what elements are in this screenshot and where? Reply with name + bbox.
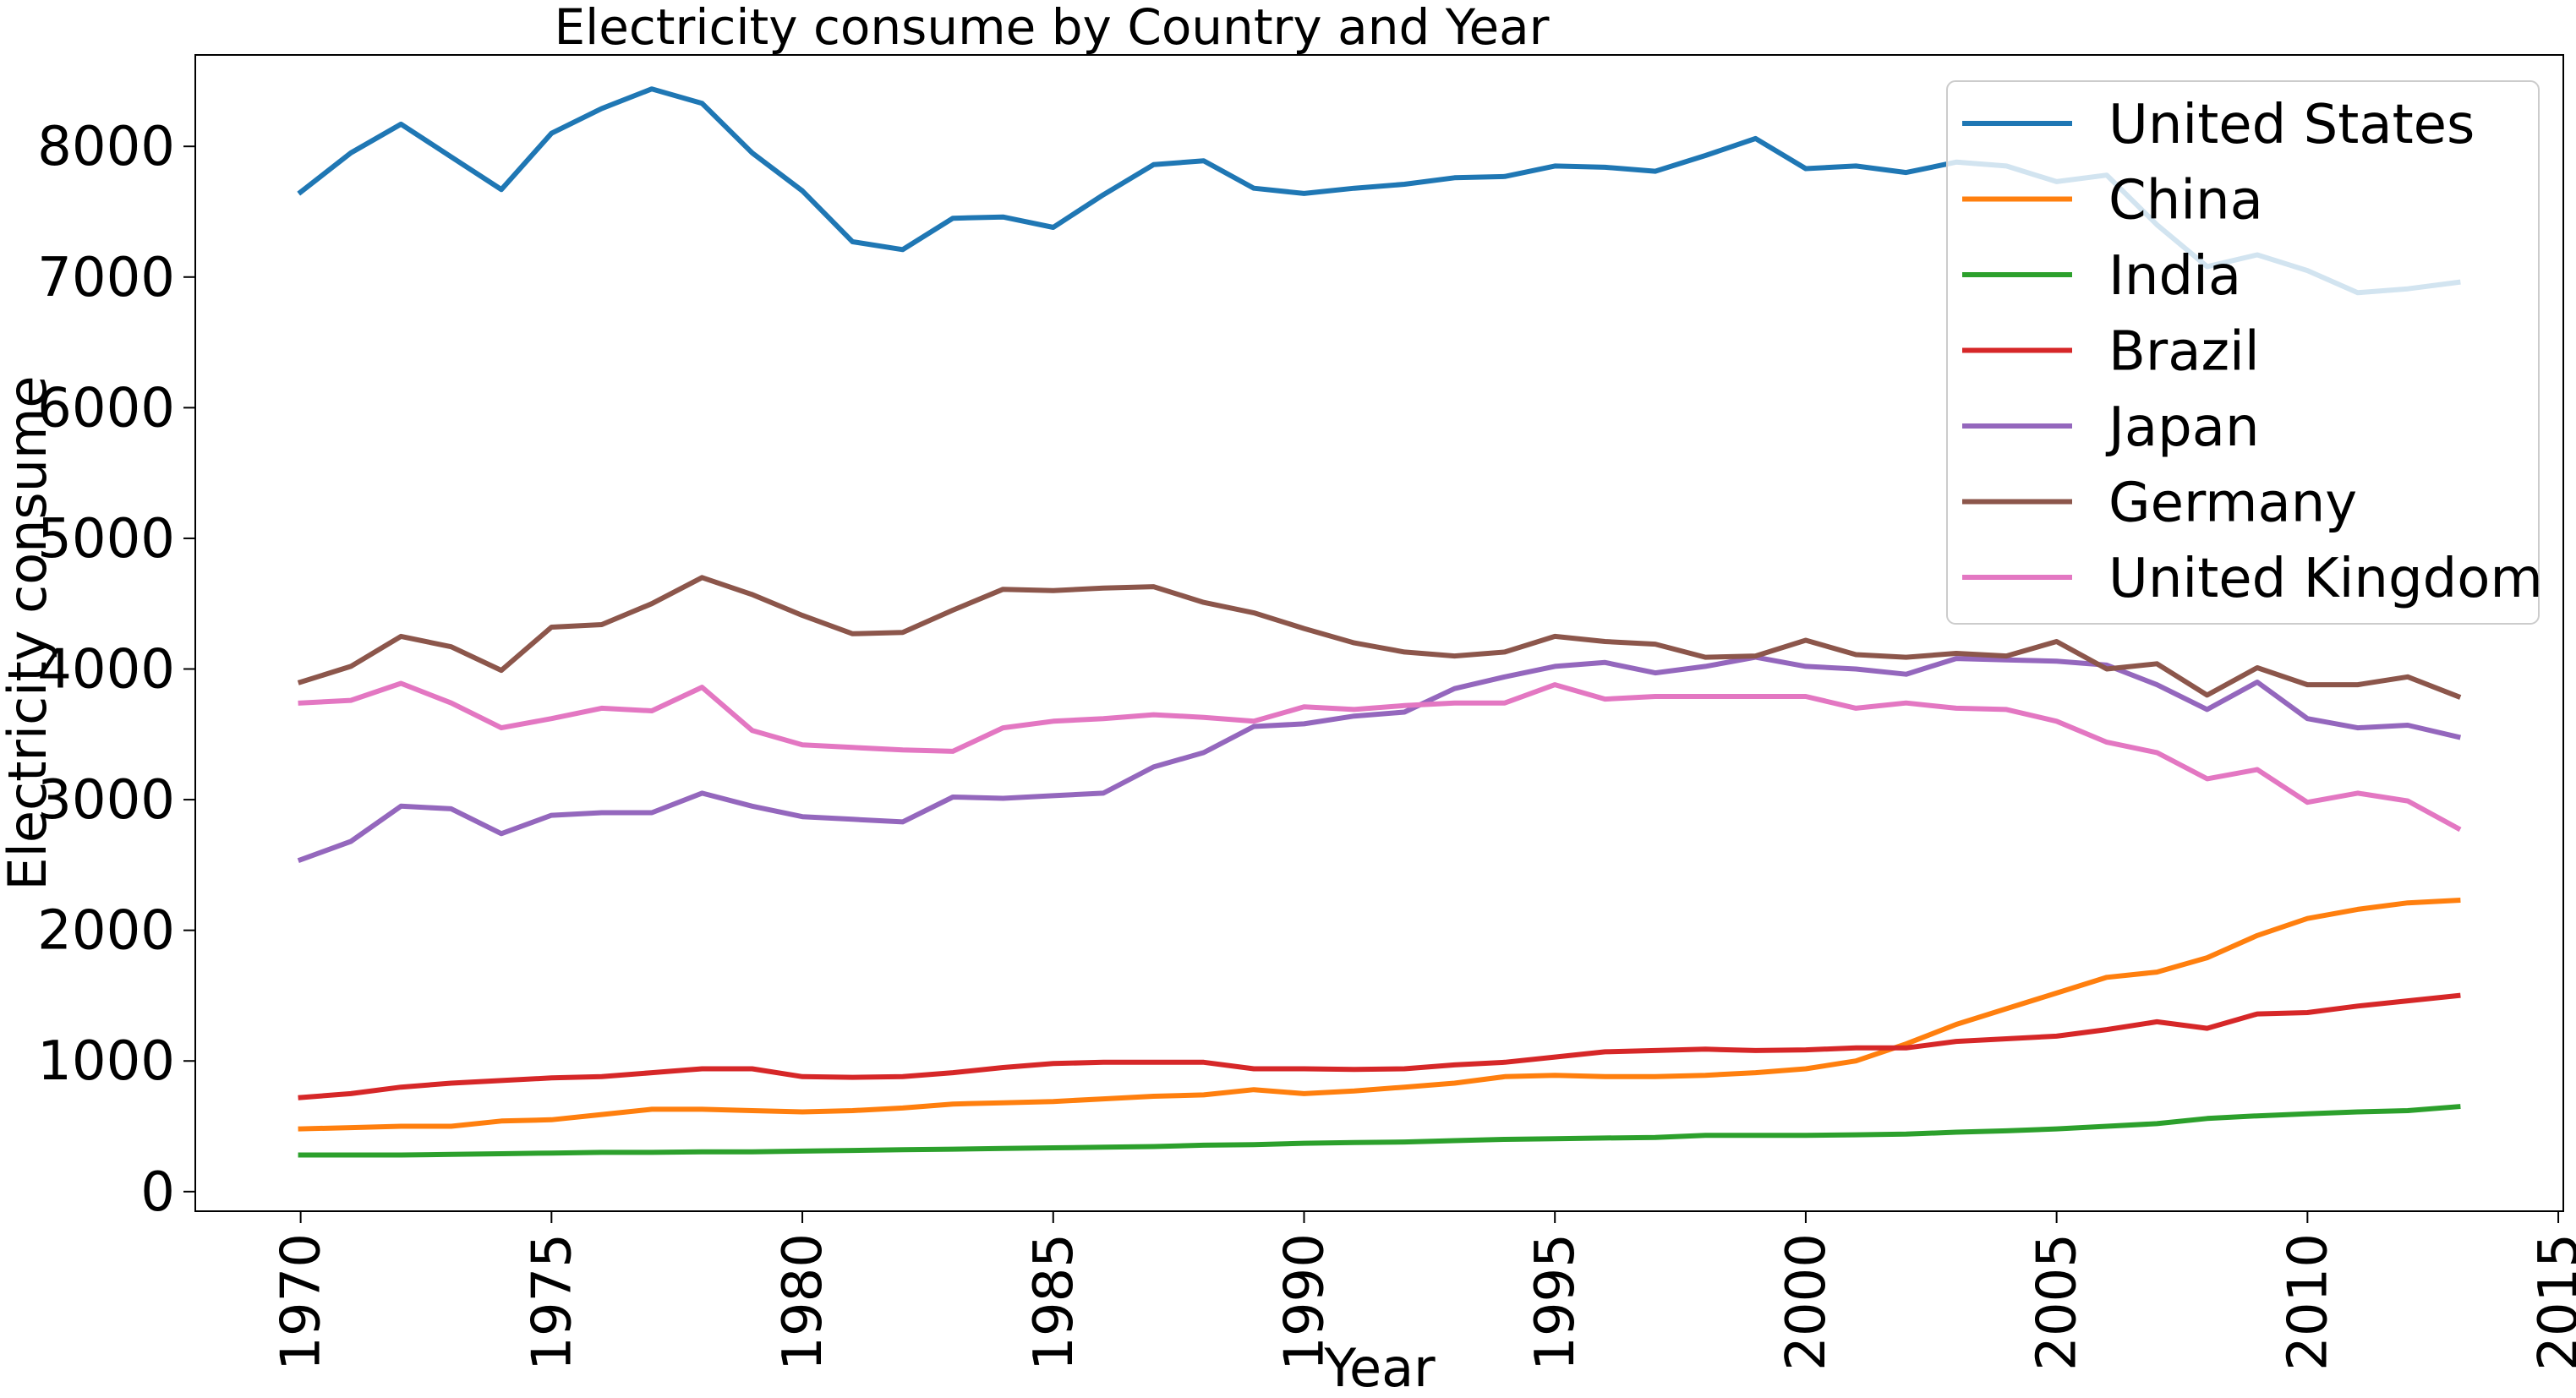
y-tick-label: 6000 xyxy=(37,377,175,440)
legend-label: Brazil xyxy=(2108,321,2260,384)
chart-title: Electricity consume by Country and Year xyxy=(554,0,1549,56)
y-axis-label: Electricity consume xyxy=(0,375,58,890)
legend-label: United States xyxy=(2108,94,2475,156)
series-line-japan xyxy=(297,654,2462,864)
y-tick-label: 7000 xyxy=(37,247,175,309)
series-line-brazil xyxy=(298,992,2461,1100)
x-tick-label: 1970 xyxy=(271,1233,333,1371)
legend-frame xyxy=(1946,80,2540,625)
x-tick-label: 1980 xyxy=(772,1233,834,1371)
plot-area-frame xyxy=(194,54,2564,1212)
legend-label: Germany xyxy=(2108,472,2357,535)
x-tick-label: 2010 xyxy=(2277,1233,2339,1371)
series-line-china xyxy=(298,897,2461,1132)
legend-label: India xyxy=(2108,245,2241,308)
x-tick-label: 1975 xyxy=(521,1233,583,1371)
legend: United States China India Brazil Japan German… xyxy=(1946,80,2543,625)
y-tick-label: 8000 xyxy=(37,116,175,178)
series-line-united-kingdom xyxy=(298,680,2462,833)
series-line-germany xyxy=(297,575,2462,700)
y-tick-label: 5000 xyxy=(37,508,175,571)
legend-label: Japan xyxy=(2105,396,2260,459)
y-tick-label: 1000 xyxy=(37,1030,175,1093)
x-axis-label: Year xyxy=(1323,1337,1436,1398)
legend-label: United Kingdom xyxy=(2108,548,2543,610)
y-tick-label: 3000 xyxy=(37,769,175,832)
y-tick-label: 4000 xyxy=(37,639,175,702)
x-tick-label: 2005 xyxy=(2026,1233,2089,1371)
y-tick-label: 0 xyxy=(140,1161,175,1224)
x-tick-label: 2015 xyxy=(2528,1233,2576,1371)
series-line-india xyxy=(298,1104,2461,1158)
x-tick-label: 1995 xyxy=(1524,1233,1587,1371)
x-tick-label: 2000 xyxy=(1775,1233,1838,1371)
y-tick-label: 2000 xyxy=(37,900,175,963)
y-axis: 0 1000 2000 3000 4000 5000 6000 7000 8000 xyxy=(37,116,195,1224)
legend-label: China xyxy=(2108,170,2263,232)
x-tick-label: 1990 xyxy=(1273,1233,1336,1371)
x-axis: 1970 1975 1980 1985 1990 1995 2000 2005 2010 2015 xyxy=(271,1211,2576,1371)
x-tick-label: 1985 xyxy=(1023,1233,1086,1371)
